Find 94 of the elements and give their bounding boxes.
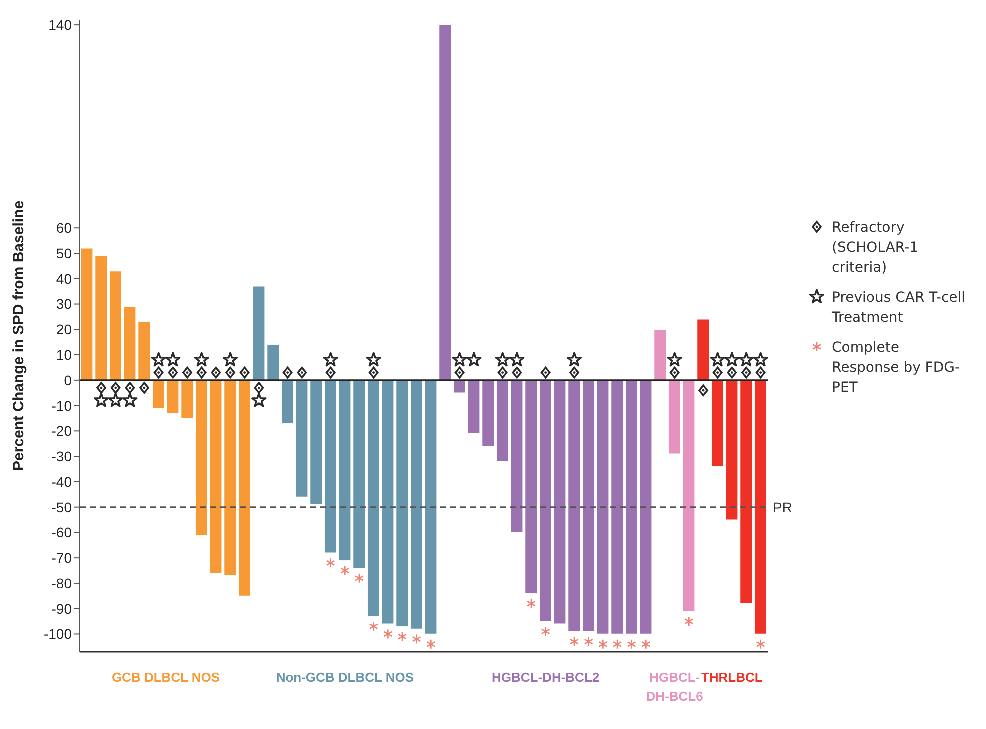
y-tick-label: -40 [52,474,72,490]
point [570,636,580,647]
point [727,366,738,379]
y-tick-label: 10 [56,347,72,364]
y-tick-label: 140 [48,17,72,34]
point [584,636,594,647]
y-tick-label: -50 [52,499,72,516]
y-tick-label: -10 [52,398,72,414]
point [398,632,408,642]
point [466,352,482,367]
y-tick-label: 30 [56,296,72,312]
point [412,634,422,644]
point [426,639,436,650]
point [756,639,766,650]
text: THRLBCL [701,669,763,687]
y-tick-label: -30 [52,448,72,465]
point [282,366,293,379]
point [712,366,723,379]
point [710,352,726,367]
point [94,392,110,408]
point [627,639,636,650]
point [510,352,525,367]
point [326,366,336,379]
point [222,352,238,367]
point [182,366,192,379]
point [724,352,740,367]
point [540,366,551,379]
y-tick-label: 40 [56,270,72,287]
point [196,366,207,379]
y-tick-label: 20 [56,322,72,338]
y-tick-label: -100 [44,626,72,642]
point [122,392,138,408]
point [366,352,382,367]
y-tick-label: 50 [56,245,72,262]
point [384,629,393,640]
point [698,384,708,396]
y-tick-label: 0 [64,372,72,388]
point [753,352,768,367]
point [252,392,267,408]
point [125,382,136,394]
point [368,366,379,379]
point [667,352,682,367]
text: Non-GCB DLBCL NOS [276,669,414,687]
y-tick-label: -20 [52,423,72,440]
point [194,352,210,367]
y-tick-label: -70 [52,550,72,566]
point [738,352,754,367]
point [108,392,124,408]
point [166,352,181,367]
legend-label: Complete Response by FDG-PET [832,339,962,398]
y-tick-label: -90 [52,600,72,617]
point [612,639,622,650]
ref-line-label: PR [773,499,792,516]
point [340,566,350,576]
point [96,382,106,394]
point [566,352,582,367]
point [541,626,550,637]
point [498,366,508,379]
point [670,366,680,379]
point [151,352,166,367]
legend-label: Previous CAR T-cell Treatment [832,289,967,328]
point [240,366,250,379]
point [323,352,338,367]
legend-label: Refractory (SCHOLAR-1 criteria) [832,219,920,278]
point [369,621,378,632]
point [598,639,608,650]
text: HGBCL-DH-BCL6 [646,669,704,706]
y-tick-label: -80 [52,575,72,592]
point [211,366,222,379]
point [454,366,465,379]
point [512,366,522,379]
point [642,639,651,650]
text: GCB DLBCL NOS [112,669,220,687]
bar [754,380,767,635]
text: HGBCL-DH-BCL2 [492,669,600,687]
point [570,366,580,379]
y-tick-label: 60 [56,220,72,236]
point [110,382,121,394]
point [297,366,308,379]
point [168,366,178,379]
point [452,352,468,367]
y-axis-title: Percent Change in SPD from Baseline [10,200,28,472]
point [742,366,752,379]
point [684,616,694,627]
point [526,598,536,609]
point [226,366,236,379]
point [354,573,364,584]
point [154,366,164,379]
point [326,558,336,568]
point [140,382,150,394]
point [254,382,264,394]
point [756,366,766,379]
y-tick-label: -60 [52,524,72,541]
point [495,352,510,367]
